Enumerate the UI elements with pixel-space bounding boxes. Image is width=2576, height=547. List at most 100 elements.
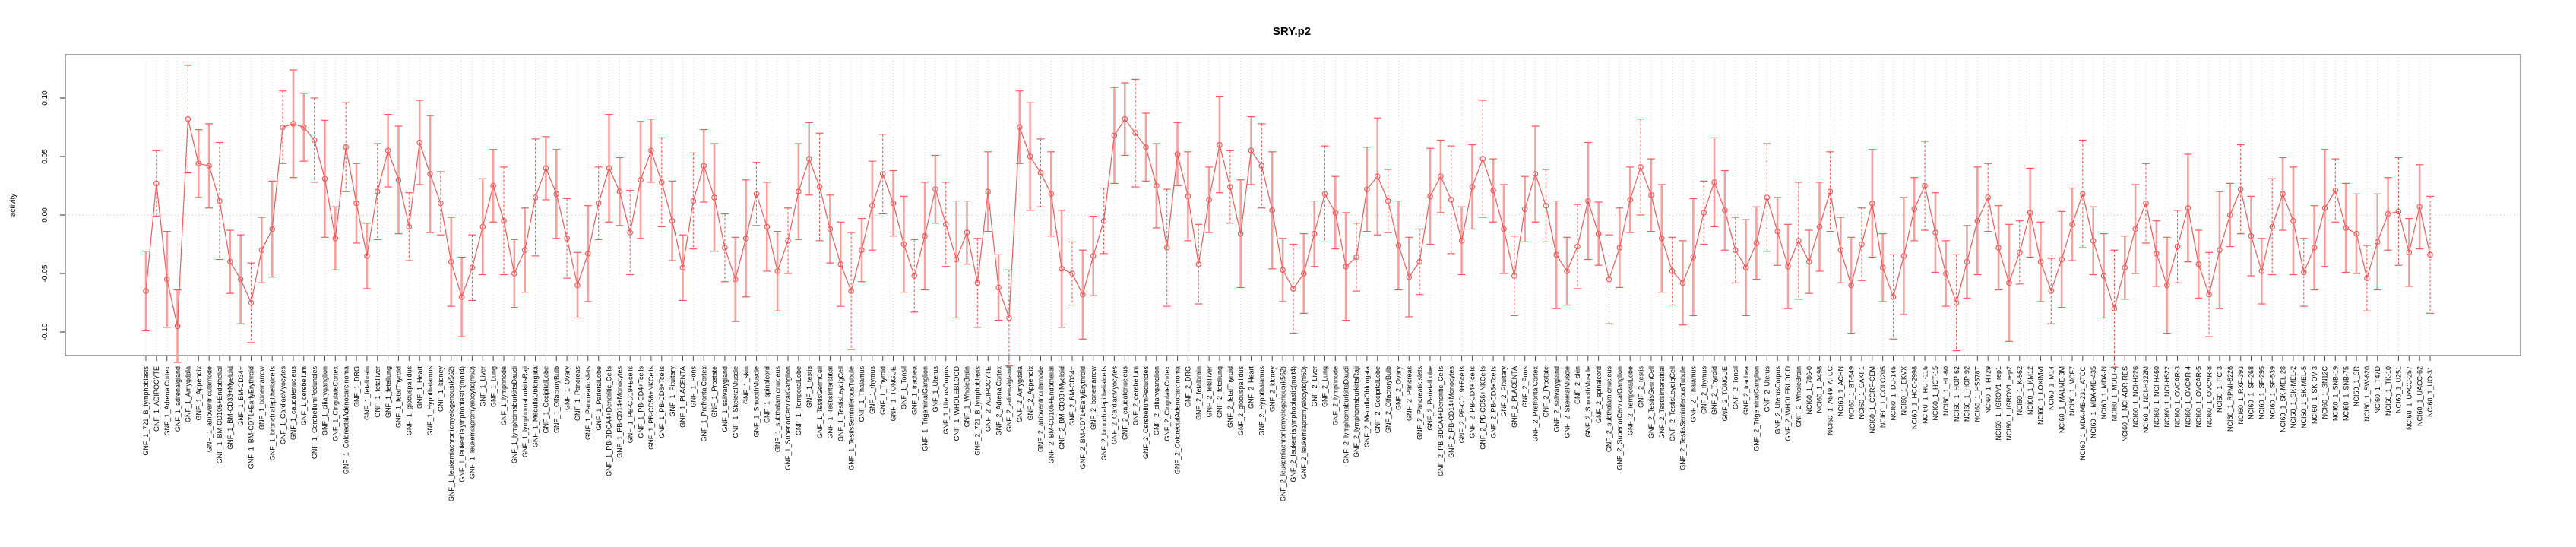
data-point — [1638, 164, 1644, 170]
data-point — [364, 253, 370, 259]
x-tick-label: GNF_2_ParietalLobe — [1426, 366, 1434, 431]
x-tick-label: GNF_2_adrenalgland — [1005, 366, 1013, 432]
x-tick-label: GNF_1_fetalThyroid — [395, 366, 403, 428]
data-point — [553, 191, 560, 198]
x-tick-label: NCI60_1_SF-268 — [2248, 366, 2255, 419]
x-tick-label: GNF_2_TONGUE — [1721, 366, 1729, 421]
data-point — [1154, 182, 1160, 189]
data-point — [353, 200, 359, 207]
x-tick-label: GNF_2_PB-CD8+Tcells — [1489, 365, 1497, 438]
data-point — [1458, 238, 1465, 244]
data-point — [1479, 156, 1486, 162]
data-point — [922, 232, 928, 239]
data-point — [2290, 217, 2296, 224]
data-point — [374, 188, 381, 195]
x-tick-label: GNF_2_SmoothMuscle — [1584, 366, 1592, 438]
x-tick-label: NCI60_1_786-0 — [1805, 366, 1813, 415]
x-tick-label: GNF_2_testis — [1637, 366, 1644, 409]
data-point — [1774, 228, 1780, 235]
data-point — [679, 264, 686, 271]
data-point — [1953, 299, 1960, 306]
x-tick-label: GNF_1_leukemiachronicmyelogenous(k562) — [448, 366, 455, 501]
data-point — [774, 268, 780, 274]
x-tick-label: GNF_1_Pancreaticislets — [584, 366, 592, 441]
data-point — [2416, 204, 2423, 210]
data-point — [953, 256, 960, 263]
x-tick-label: GNF_2_Heart — [1248, 366, 1255, 409]
data-point — [869, 202, 875, 209]
x-tick-label: GNF_2_ciliaryganglion — [1153, 366, 1160, 435]
data-point — [595, 200, 602, 207]
data-point — [2037, 258, 2044, 265]
data-point — [1237, 230, 1244, 237]
x-tick-label: NCI60_1_DU-145 — [1890, 366, 1897, 421]
data-point — [2080, 191, 2086, 198]
x-tick-label: NCI60_1_NCI-H322M — [2142, 366, 2150, 433]
x-tick-label: GNF_2_PrefrontalCortex — [1532, 366, 1540, 442]
data-point — [2280, 191, 2286, 198]
data-point — [1248, 147, 1255, 154]
x-tick-label: NCI60_1_U251 — [2395, 366, 2403, 413]
data-point — [490, 182, 496, 189]
data-point — [1595, 230, 1602, 237]
x-tick-label: GNF_2_leukemialymphoblastic(molt4) — [1290, 366, 1297, 482]
data-point — [1911, 206, 1918, 213]
x-tick-label: NCI60_1_A549_ATCC — [1827, 366, 1834, 435]
data-point — [816, 184, 823, 190]
x-tick-label: GNF_2_PB-CD14+Monocytes — [1448, 366, 1455, 458]
data-point — [385, 147, 391, 154]
x-tick-label: GNF_1_PB-CD4+Tcells — [637, 366, 644, 438]
x-tick-label: GNF_1_lymphomaburkittsRaji — [521, 366, 529, 457]
x-tick-label: GNF_2_fetalliver — [1205, 366, 1213, 418]
x-tick-label: GNF_1_leukemiapromyelocytic(hl60) — [469, 366, 476, 479]
x-tick-label: GNF_1_TrigeminalGanglion — [921, 366, 929, 451]
data-point — [1427, 193, 1433, 200]
y-tick-label: 0.00 — [41, 207, 49, 223]
x-tick-label: GNF_2_thymus — [1700, 366, 1707, 415]
data-point — [1995, 245, 2002, 251]
data-point — [2132, 226, 2138, 232]
x-tick-label: GNF_1_fetalbrain — [363, 366, 371, 420]
x-tick-label: GNF_2_PB-CD4+Tcells — [1469, 366, 1476, 438]
data-point — [1385, 198, 1391, 204]
data-point — [932, 186, 938, 192]
x-tick-label: NCI60_1_SK-OV-3 — [2311, 366, 2318, 424]
x-tick-label: NCI60_1_LOXIMVI — [2037, 366, 2045, 425]
x-tick-label: NCI60_1_SK-MEL-5 — [2300, 366, 2308, 428]
data-point — [1258, 163, 1265, 169]
x-tick-label: GNF_2_Appendix — [1027, 366, 1034, 421]
data-point — [258, 247, 265, 254]
x-tick-label: GNF_2_subthalamicnucleus — [1606, 366, 1613, 453]
data-point — [1521, 206, 1528, 213]
x-tick-label: GNF_2_TestisLeydigCell — [1669, 366, 1676, 441]
data-point — [2122, 264, 2128, 271]
x-tick-label: GNF_1_OlfactoryBulb — [552, 366, 560, 433]
data-point — [2237, 186, 2244, 192]
x-tick-label: GNF_1_lymphnode — [500, 366, 508, 425]
x-axis: GNF_1_721_B_lymphoblasts GNF_1_ADIPOCYTE G… — [142, 356, 2434, 501]
x-tick-label: GNF_2_lymphomaburkittsDaudi — [1342, 366, 1350, 463]
data-point — [2059, 256, 2065, 263]
x-tick-label: NCI60_1_OVCAR-5 — [2195, 366, 2202, 428]
data-point — [1900, 253, 1907, 259]
x-tick-label: GNF_1_TestisGermCell — [816, 366, 824, 438]
x-tick-label: GNF_1_SkeletalMuscle — [732, 366, 739, 438]
x-tick-label: GNF_2_lymphomaburkittsRaji — [1353, 366, 1360, 457]
x-tick-label: GNF_2_Thalamus — [1690, 366, 1698, 422]
x-tick-label: GNF_2_lymphnode — [1332, 366, 1340, 425]
x-tick-label: GNF_2_bonemarrow — [1090, 366, 1097, 431]
data-point — [448, 258, 454, 265]
x-tick-label: GNF_2_SuperiorCervicalGanglion — [1616, 366, 1624, 470]
data-point — [911, 273, 918, 279]
x-tick-label: GNF_2_CerebellumPeduncles — [1142, 366, 1150, 460]
data-point — [343, 144, 349, 150]
x-tick-label: GNF_2_ADIPOCYTE — [984, 366, 992, 432]
gridlines — [65, 55, 2521, 356]
x-tick-label: GNF_1_PB-CD19+Bcells — [626, 366, 634, 444]
data-point — [2427, 251, 2433, 258]
data-point — [964, 229, 970, 236]
x-tick-label: GNF_1_ADIPOCYTE — [153, 366, 160, 432]
data-point — [1732, 247, 1739, 254]
x-tick-label: GNF_2_fetalbrain — [1195, 366, 1202, 420]
data-point — [2406, 249, 2413, 256]
